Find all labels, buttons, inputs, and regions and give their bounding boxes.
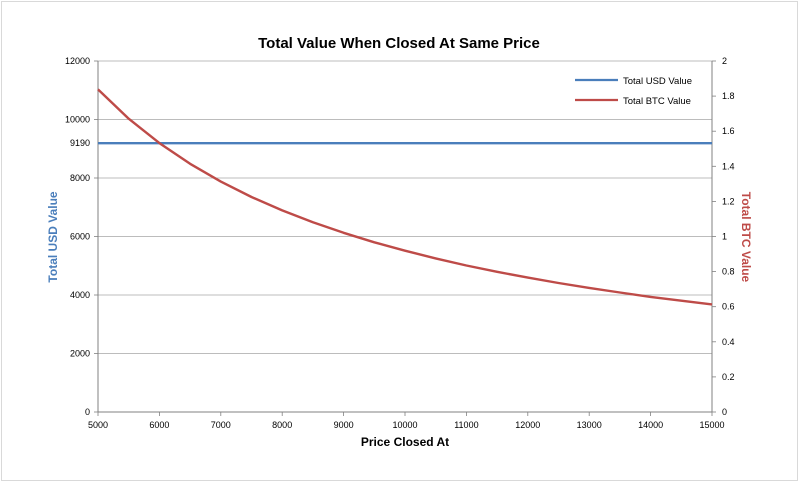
x-tick-8000: 8000 [272,420,292,430]
y-right-tick-0.4: 0.4 [722,337,735,347]
y-left-axis-title: Total USD Value [46,191,60,282]
grid-lines [98,60,712,354]
x-tick-7000: 7000 [211,420,231,430]
y-left-tick-8000: 8000 [70,173,90,183]
y-right-tick-0.8: 0.8 [722,267,735,277]
y-left-tick-labels: 0 2000 4000 6000 8000 10000 12000 9190 [65,56,90,417]
y-right-tick-1.8: 1.8 [722,91,735,101]
x-tick-labels: 5000 6000 7000 8000 9000 10000 11000 12000 13000… [88,420,725,430]
btc-value-line [97,88,713,306]
y-right-axis-title: Total BTC Value [739,192,753,283]
y-left-tick-0: 0 [85,407,90,417]
x-tick-14000: 14000 [638,420,663,430]
chart-title: Total Value When Closed At Same Price [258,35,540,52]
y-left-tick-12000: 12000 [65,56,90,66]
x-tick-9000: 9000 [334,420,354,430]
legend-btc-label: Total BTC Value [623,96,691,107]
x-tick-13000: 13000 [577,420,602,430]
y-left-tick-4000: 4000 [70,290,90,300]
y-right-tick-0: 0 [722,407,727,417]
y-right-tick-1.2: 1.2 [722,196,735,206]
x-tick-15000: 15000 [699,420,724,430]
series-lines [97,88,713,306]
y-right-tick-1: 1 [722,232,727,242]
y-left-tick-6000: 6000 [70,232,90,242]
x-tick-6000: 6000 [149,420,169,430]
legend-usd-label: Total USD Value [623,76,692,87]
y-right-tick-labels: 0 0.2 0.4 0.6 0.8 1 1.2 1.4 1.6 1.8 2 [722,56,735,417]
x-tick-10000: 10000 [392,420,417,430]
y-right-tick-2: 2 [722,56,727,66]
x-axis-title: Price Closed At [361,435,449,449]
axes [94,60,716,416]
y-right-tick-0.6: 0.6 [722,302,735,312]
y-left-tick-9190: 9190 [70,138,90,148]
x-tick-5000: 5000 [88,420,108,430]
y-right-tick-1.4: 1.4 [722,161,735,171]
y-left-tick-2000: 2000 [70,349,90,359]
y-right-tick-1.6: 1.6 [722,126,735,136]
x-tick-11000: 11000 [454,420,478,430]
x-tick-12000: 12000 [515,420,540,430]
y-right-tick-0.2: 0.2 [722,372,735,382]
y-left-tick-10000: 10000 [65,115,90,125]
legend: Total USD Value Total BTC Value [575,76,692,107]
